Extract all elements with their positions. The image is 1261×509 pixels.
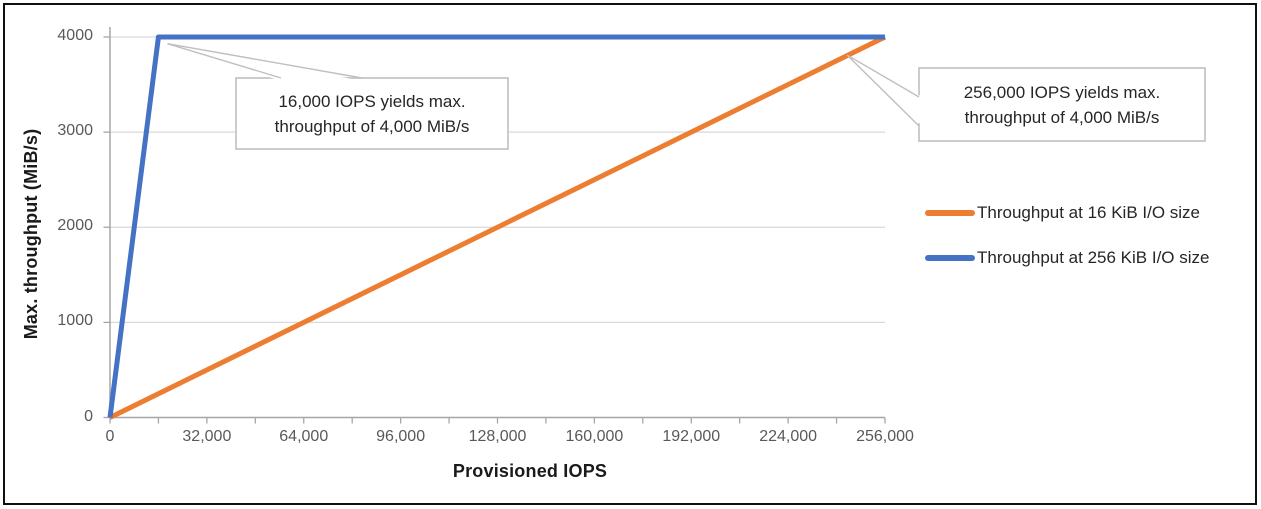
x-tick-label: 160,000: [565, 428, 624, 445]
callout-wedge: [167, 43, 362, 81]
x-tick-label: 256,000: [856, 428, 914, 445]
legend-item-16kib: Throughput at 16 KiB I/O size: [925, 203, 1201, 222]
legend-item-256kib: Throughput at 256 KiB I/O size: [925, 248, 1210, 267]
y-tick-label: 0: [84, 407, 93, 425]
y-tick-label: 3000: [57, 122, 93, 140]
callout-16k-iops: 16,000 IOPS yields max. throughput of 4,…: [236, 78, 508, 149]
callout-leader-line: [167, 42, 363, 79]
x-tick-label: 64,000: [279, 428, 329, 445]
callout-leader-line: [167, 42, 282, 79]
callout-256k-iops: 256,000 IOPS yields max. throughput of 4…: [919, 68, 1205, 141]
x-tick-label: 32,000: [182, 428, 232, 445]
callout-text-line: throughput of 4,000 MiB/s: [964, 107, 1160, 127]
callout-box: [235, 77, 509, 150]
y-tick-label: 4000: [57, 27, 93, 44]
x-tick-label: 96,000: [376, 428, 426, 445]
x-axis-title: Provisioned IOPS: [452, 461, 608, 481]
legend-label: Throughput at 256 KiB I/O size: [977, 248, 1210, 267]
callout-text-line: 16,000 IOPS yields max.: [278, 91, 466, 111]
x-tick-label: 128,000: [468, 428, 527, 445]
y-tick-label: 1000: [57, 312, 93, 330]
x-tick-label: 224,000: [759, 428, 818, 445]
x-tick-label: 0: [105, 428, 115, 445]
y-tick-label: 2000: [57, 217, 93, 235]
callout-box: [918, 67, 1206, 142]
callout-text-line: throughput of 4,000 MiB/s: [274, 116, 470, 136]
callout-leader-line: [846, 54, 920, 98]
series-line-0: [108, 34, 887, 420]
series-line-1: [107, 34, 885, 418]
legend-label: Throughput at 16 KiB I/O size: [977, 203, 1201, 222]
callout-text-line: 256,000 IOPS yields max.: [963, 82, 1161, 102]
legend-swatch-orange-line: [925, 210, 975, 216]
x-tick-label: 192,000: [662, 428, 721, 445]
callout-leader-line: [846, 54, 920, 127]
legend-swatch-blue-line: [925, 255, 975, 261]
